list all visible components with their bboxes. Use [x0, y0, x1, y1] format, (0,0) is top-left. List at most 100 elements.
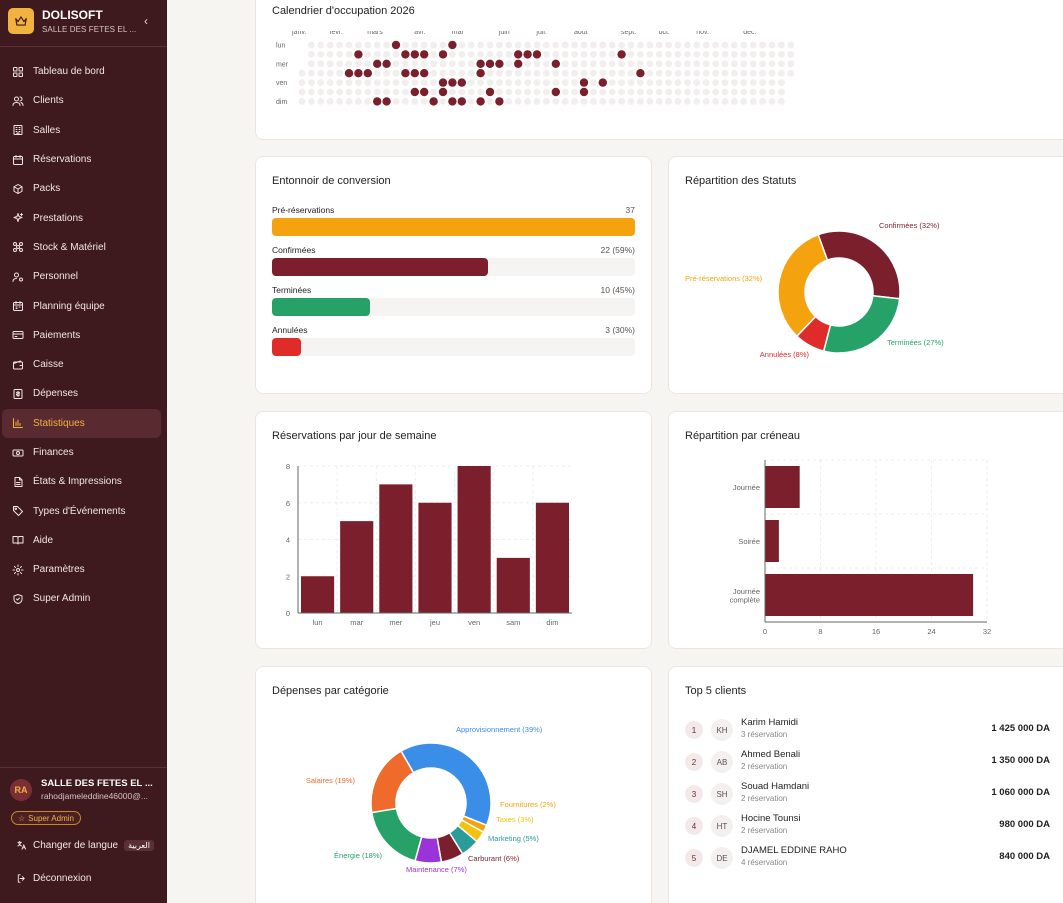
calendar-day[interactable]	[543, 79, 550, 86]
calendar-day[interactable]	[712, 69, 719, 77]
calendar-day[interactable]	[702, 69, 710, 77]
calendar-day[interactable]	[599, 60, 607, 68]
calendar-day-booked[interactable]	[579, 87, 589, 97]
calendar-day[interactable]	[467, 79, 475, 86]
calendar-day[interactable]	[524, 69, 531, 77]
calendar-day[interactable]	[646, 79, 654, 86]
calendar-day-booked[interactable]	[476, 59, 485, 68]
calendar-day[interactable]	[646, 98, 654, 105]
calendar-day[interactable]	[693, 98, 701, 105]
calendar-day[interactable]	[392, 88, 400, 96]
calendar-day[interactable]	[759, 41, 766, 49]
calendar-day-booked[interactable]	[617, 50, 626, 59]
calendar-day[interactable]	[402, 60, 409, 68]
calendar-day[interactable]	[326, 69, 334, 77]
calendar-day[interactable]	[787, 69, 795, 77]
calendar-day[interactable]	[561, 69, 569, 77]
calendar-day[interactable]	[420, 79, 428, 86]
calendar-day[interactable]	[392, 79, 400, 86]
calendar-day[interactable]	[561, 88, 569, 96]
calendar-day[interactable]	[712, 41, 719, 49]
calendar-day[interactable]	[731, 98, 738, 105]
calendar-day[interactable]	[655, 60, 663, 68]
calendar-day[interactable]	[665, 51, 672, 58]
calendar-day[interactable]	[505, 88, 513, 96]
calendar-day[interactable]	[721, 60, 729, 68]
sidebar-item-planning-equipe[interactable]: Planning équipe	[2, 291, 161, 320]
calendar-day[interactable]	[355, 60, 362, 68]
calendar-day[interactable]	[731, 88, 738, 96]
calendar-day[interactable]	[524, 41, 531, 49]
calendar-day[interactable]	[383, 51, 390, 58]
calendar-day[interactable]	[608, 88, 616, 96]
calendar-day[interactable]	[364, 98, 372, 105]
calendar-day[interactable]	[731, 79, 738, 86]
calendar-day[interactable]	[514, 41, 522, 49]
calendar-day[interactable]	[383, 79, 390, 86]
calendar-day[interactable]	[759, 69, 766, 77]
calendar-day[interactable]	[326, 51, 334, 58]
calendar-day[interactable]	[543, 60, 550, 68]
client-row[interactable]: 4 HT Hocine Tounsi 2 réservation 980 000 DA	[685, 813, 1050, 843]
calendar-day[interactable]	[420, 41, 428, 49]
calendar-day[interactable]	[505, 69, 513, 77]
calendar-day-booked[interactable]	[391, 40, 401, 50]
calendar-day[interactable]	[402, 79, 409, 86]
calendar-day[interactable]	[571, 41, 578, 49]
calendar-day-booked[interactable]	[354, 50, 363, 59]
calendar-day[interactable]	[580, 69, 588, 77]
calendar-day-booked[interactable]	[523, 50, 532, 59]
calendar-day[interactable]	[684, 88, 691, 96]
calendar-day[interactable]	[637, 51, 644, 58]
calendar-day[interactable]	[514, 79, 522, 86]
calendar-day[interactable]	[655, 69, 663, 77]
calendar-day[interactable]	[608, 98, 616, 105]
calendar-day[interactable]	[345, 98, 353, 105]
calendar-day[interactable]	[627, 79, 635, 86]
calendar-day[interactable]	[599, 88, 607, 96]
calendar-day[interactable]	[411, 41, 419, 49]
calendar-day[interactable]	[298, 88, 306, 96]
calendar-day[interactable]	[496, 41, 503, 49]
calendar-day[interactable]	[721, 51, 729, 58]
client-row[interactable]: 3 SH Souad Hamdani 2 réservation 1 060 000 D…	[685, 781, 1050, 811]
calendar-day[interactable]	[345, 79, 353, 86]
calendar-day[interactable]	[392, 51, 400, 58]
sidebar-item-prestations[interactable]: Prestations	[2, 203, 161, 232]
calendar-day[interactable]	[702, 79, 710, 86]
calendar-day[interactable]	[496, 88, 503, 96]
calendar-day[interactable]	[392, 98, 400, 105]
sidebar-item-caisse[interactable]: Caisse	[2, 350, 161, 379]
calendar-day[interactable]	[477, 51, 484, 58]
calendar-day[interactable]	[580, 60, 588, 68]
calendar-day[interactable]	[778, 79, 785, 86]
calendar-day-booked[interactable]	[551, 87, 560, 97]
calendar-day-booked[interactable]	[410, 50, 419, 59]
calendar-day[interactable]	[383, 69, 390, 77]
calendar-day[interactable]	[684, 69, 691, 77]
calendar-day[interactable]	[665, 88, 672, 96]
calendar-day[interactable]	[496, 51, 503, 58]
calendar-day[interactable]	[543, 98, 550, 105]
calendar-day-booked[interactable]	[457, 78, 466, 87]
calendar-day[interactable]	[684, 79, 691, 86]
calendar-day-booked[interactable]	[476, 69, 485, 78]
calendar-day[interactable]	[439, 60, 447, 68]
calendar-day-booked[interactable]	[457, 97, 466, 106]
bar[interactable]	[340, 521, 374, 613]
calendar-day[interactable]	[721, 88, 729, 96]
calendar-day[interactable]	[467, 69, 475, 77]
calendar-day[interactable]	[533, 41, 541, 49]
calendar-day[interactable]	[420, 60, 428, 68]
calendar-day[interactable]	[702, 41, 710, 49]
calendar-day[interactable]	[486, 51, 494, 58]
calendar-day[interactable]	[740, 69, 748, 77]
calendar-day[interactable]	[326, 79, 334, 86]
calendar-day[interactable]	[514, 98, 522, 105]
calendar-day[interactable]	[486, 69, 494, 77]
calendar-day[interactable]	[768, 60, 776, 68]
calendar-day[interactable]	[618, 60, 625, 68]
calendar-day[interactable]	[336, 51, 343, 58]
calendar-day[interactable]	[458, 88, 466, 96]
calendar-day[interactable]	[768, 98, 776, 105]
